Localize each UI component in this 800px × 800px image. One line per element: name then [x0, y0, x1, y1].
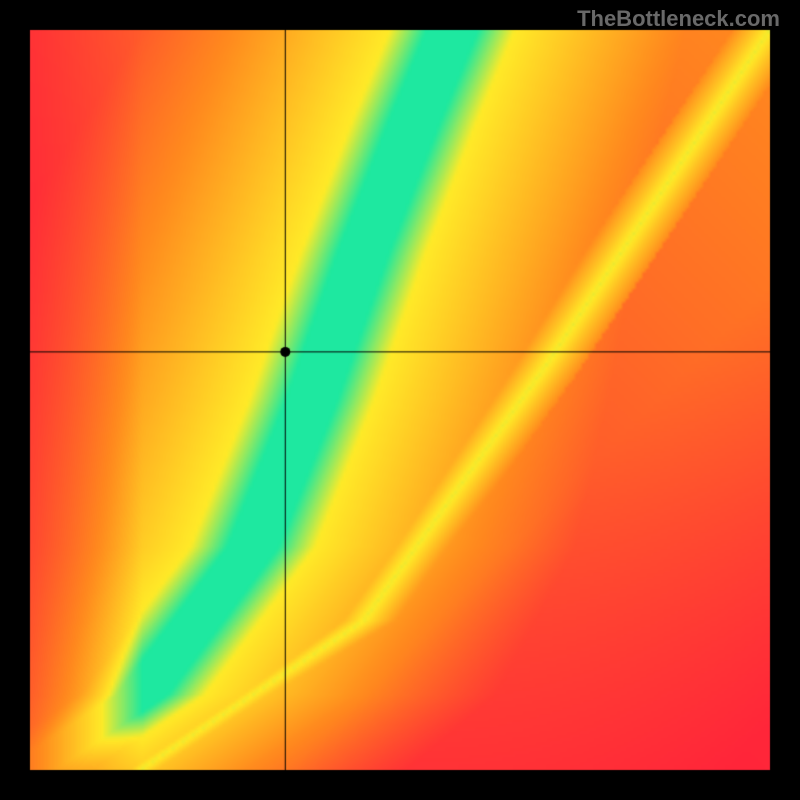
watermark-label: TheBottleneck.com — [577, 6, 780, 32]
bottleneck-heatmap — [0, 0, 800, 800]
